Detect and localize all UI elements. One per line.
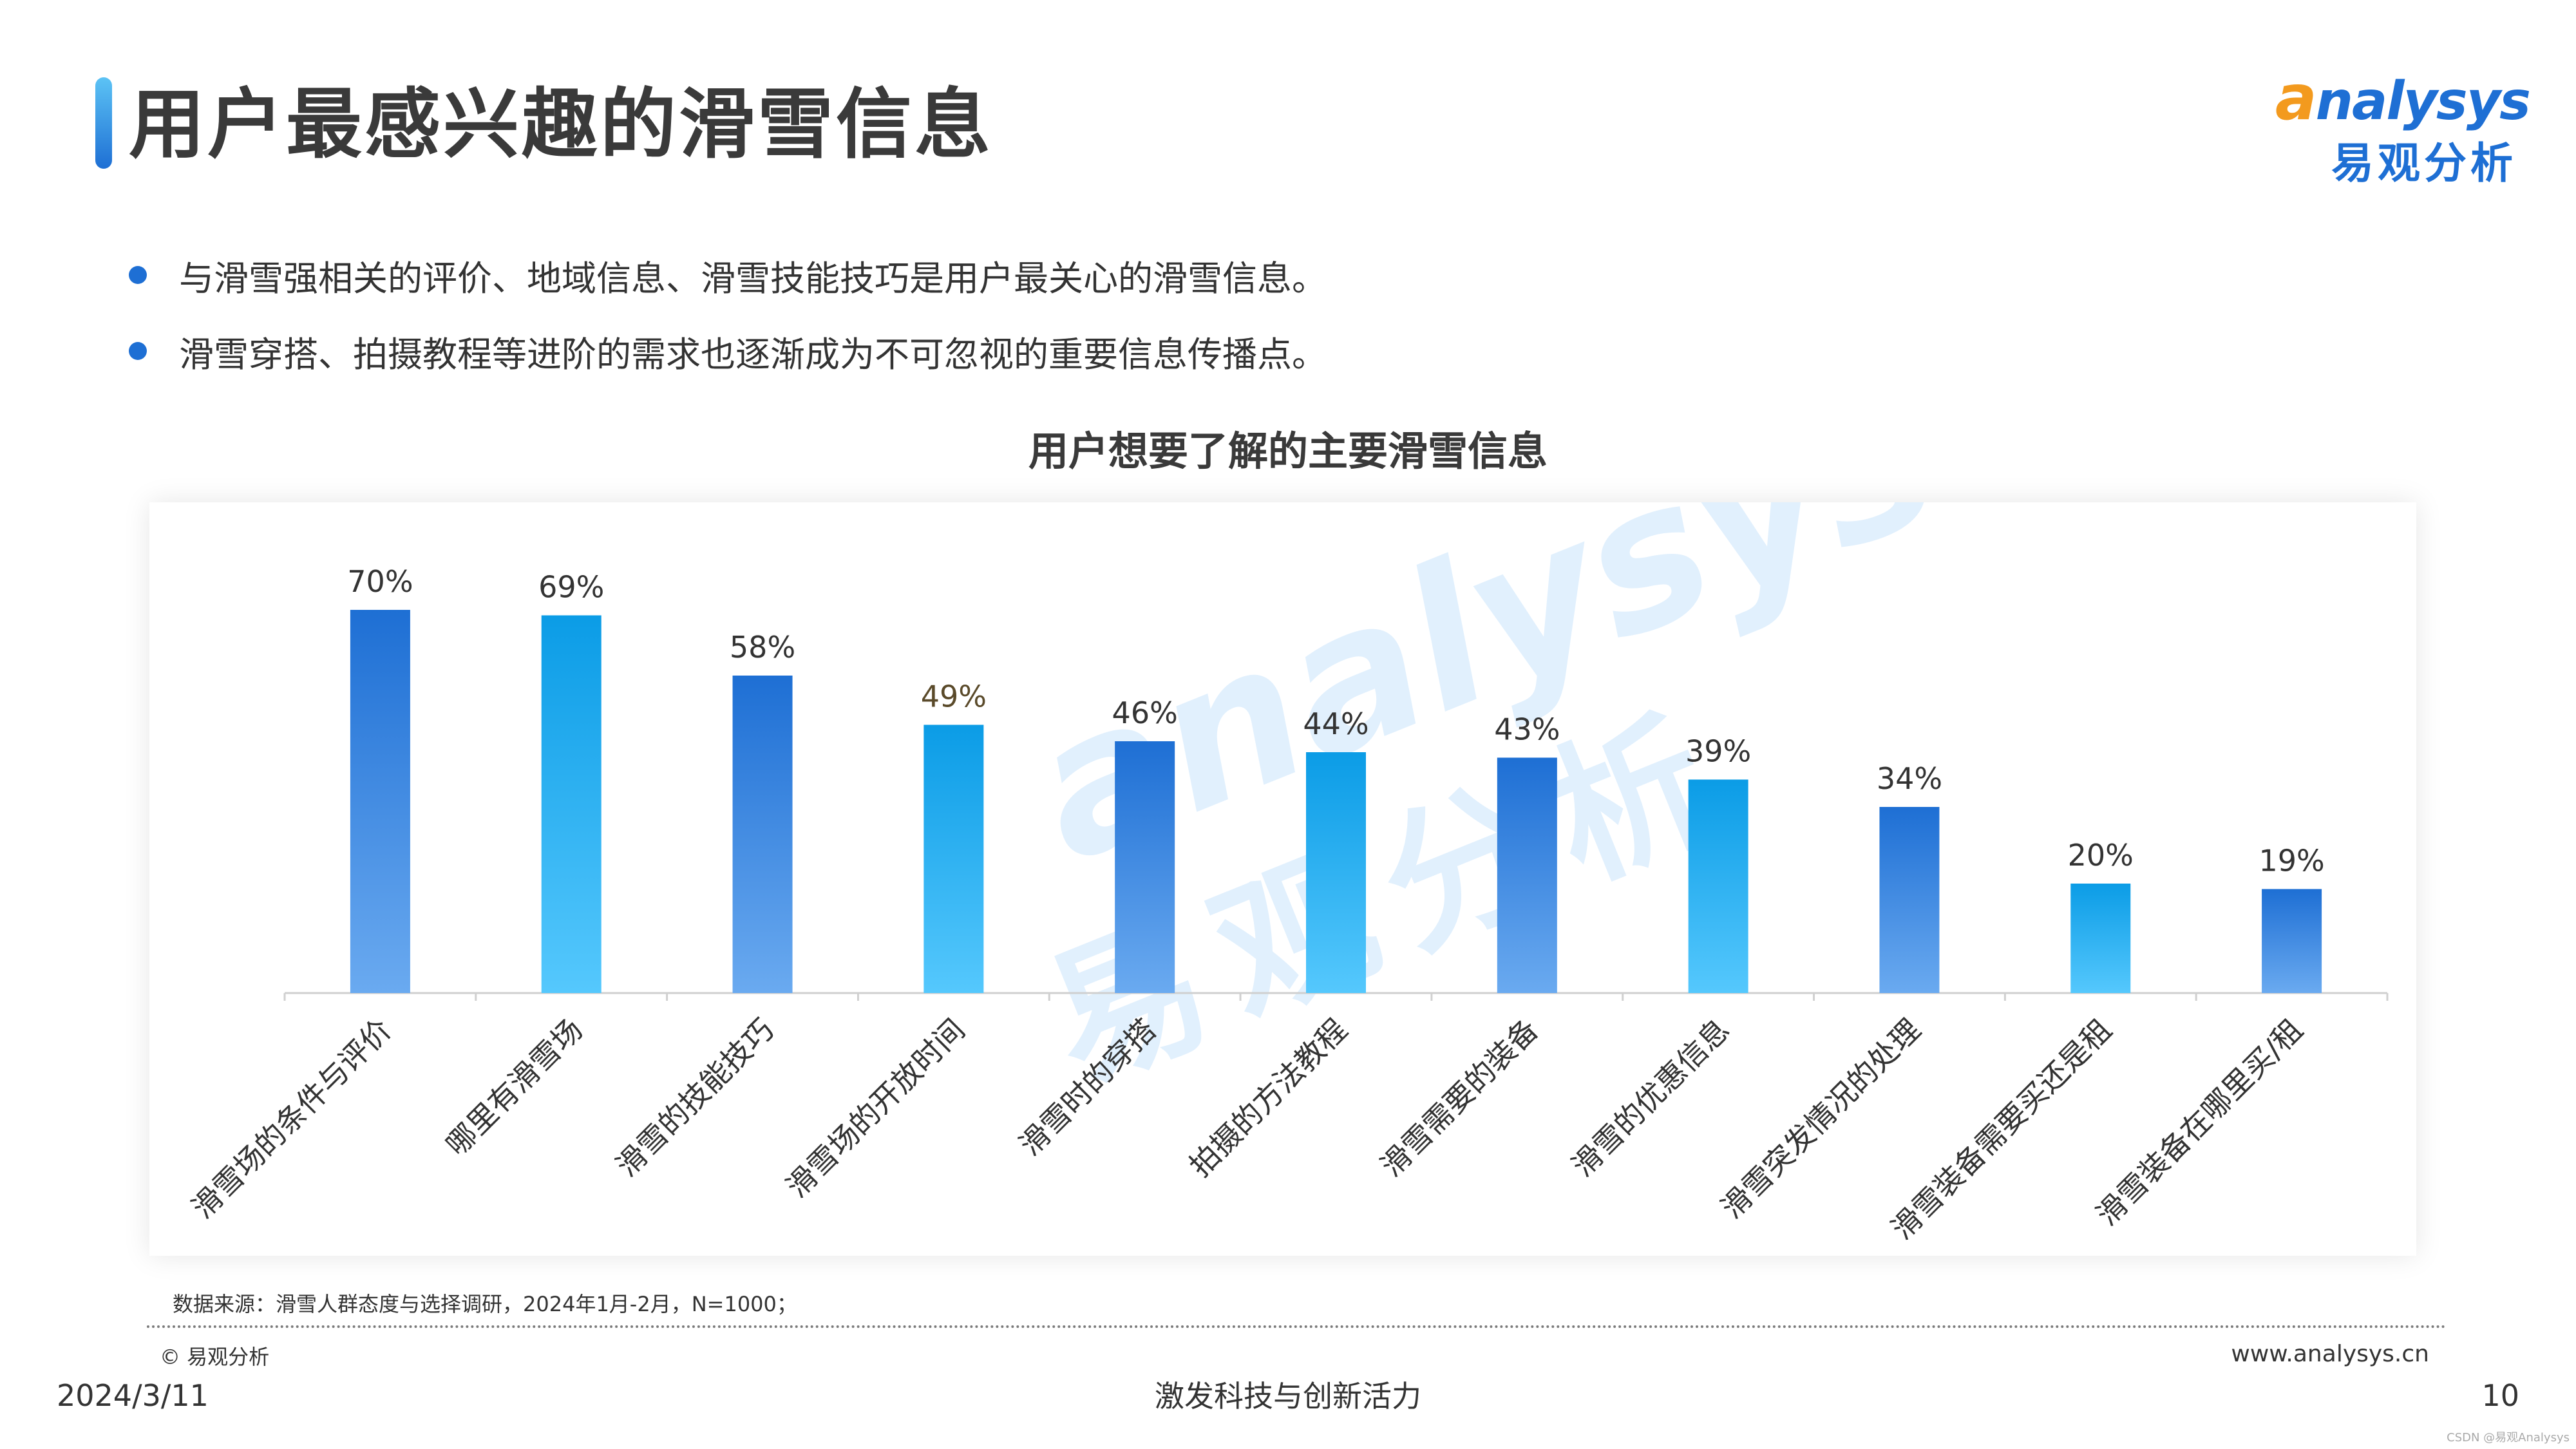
category-label: 滑雪场的开放时间	[779, 1012, 971, 1204]
report-date: 2024/3/11	[57, 1378, 209, 1413]
category-label: 滑雪需要的装备	[1374, 1012, 1545, 1184]
data-label: 34%	[1877, 761, 1942, 796]
bar	[350, 610, 410, 993]
data-label: 19%	[2259, 844, 2324, 878]
bar	[1306, 752, 1366, 993]
bullet-dot-icon	[129, 266, 147, 284]
data-label: 46%	[1112, 696, 1178, 730]
data-label: 70%	[347, 564, 413, 599]
bar	[2070, 884, 2131, 993]
data-source-note: 数据来源：滑雪人群态度与选择调研，2024年1月-2月，N=1000；	[173, 1292, 797, 1316]
category-label: 滑雪的优惠信息	[1565, 1012, 1736, 1184]
image-credit: CSDN @易观Analysys	[2447, 1431, 2570, 1444]
category-label: 滑雪装备需要买还是租	[1884, 1012, 2118, 1246]
bar-chart: analysys 易观分析 70%滑雪场的条件与评价69%哪里有滑雪场58%滑雪…	[185, 502, 2389, 1246]
website-link[interactable]: www.analysys.cn	[2231, 1341, 2429, 1367]
bullet-dot-icon	[129, 342, 147, 360]
data-label: 43%	[1494, 712, 1560, 747]
page-title: 用户最感兴趣的滑雪信息	[129, 80, 994, 169]
category-label: 滑雪突发情况的处理	[1714, 1012, 1927, 1226]
data-label: 49%	[921, 679, 987, 714]
chart-title: 用户想要了解的主要滑雪信息	[1028, 428, 1548, 475]
category-label: 滑雪场的条件与评价	[185, 1012, 398, 1226]
category-label: 滑雪的技能技巧	[609, 1012, 781, 1184]
bullet-item: 滑雪穿搭、拍摄教程等进阶的需求也逐渐成为不可忽视的重要信息传播点。	[129, 313, 1327, 389]
title-accent-bar	[95, 77, 112, 169]
bar	[1688, 779, 1748, 993]
bar	[2262, 889, 2322, 993]
slogan: 激发科技与创新活力	[1155, 1379, 1421, 1414]
copyright: © 易观分析	[160, 1345, 270, 1369]
chart-panel: analysys 易观分析 70% 滑雪场的条件与评价 69% 哪里有滑雪场 58% 滑雪…	[149, 502, 2416, 1256]
bar	[1879, 807, 1940, 993]
page-number: 10	[2481, 1378, 2519, 1413]
category-label: 哪里有滑雪场	[439, 1012, 589, 1162]
bar	[541, 615, 601, 993]
data-label: 39%	[1685, 734, 1751, 769]
bar	[1115, 741, 1175, 993]
data-label: 20%	[2068, 838, 2134, 873]
bullet-item: 与滑雪强相关的评价、地域信息、滑雪技能技巧是用户最关心的滑雪信息。	[129, 237, 1327, 313]
analysys-logo: analysys 易观分析	[2272, 62, 2531, 191]
logo-wordmark: analysys	[2275, 62, 2531, 134]
footer-divider	[147, 1325, 2447, 1328]
logo-chinese-name: 易观分析	[2331, 138, 2517, 188]
bar	[1497, 757, 1557, 993]
key-findings: 与滑雪强相关的评价、地域信息、滑雪技能技巧是用户最关心的滑雪信息。 滑雪穿搭、拍…	[129, 237, 1327, 389]
data-label: 44%	[1303, 706, 1368, 741]
bar	[923, 724, 984, 993]
bar	[732, 676, 793, 993]
data-label: 58%	[730, 630, 795, 665]
category-label: 滑雪装备在哪里买/租	[2089, 1012, 2309, 1233]
data-label: 69%	[538, 570, 604, 605]
